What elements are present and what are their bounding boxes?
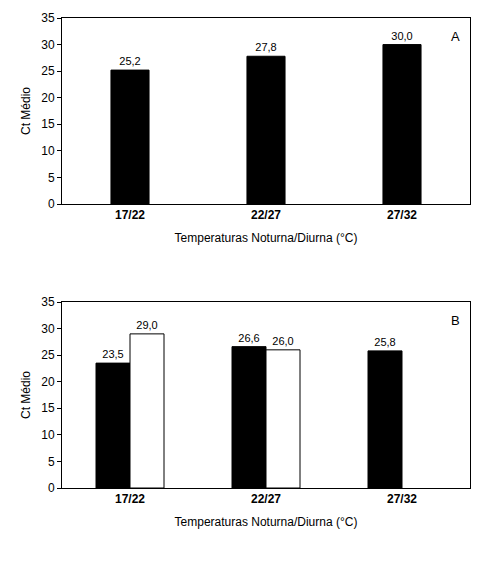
svg-text:A: A xyxy=(451,29,460,44)
svg-text:25: 25 xyxy=(41,64,55,78)
svg-text:17/22: 17/22 xyxy=(115,492,145,506)
svg-text:B: B xyxy=(451,313,460,328)
svg-text:30,0: 30,0 xyxy=(391,30,412,42)
svg-text:29,0: 29,0 xyxy=(136,319,157,331)
svg-text:5: 5 xyxy=(48,171,55,185)
svg-text:0: 0 xyxy=(48,197,55,211)
svg-text:22/27: 22/27 xyxy=(251,208,281,222)
svg-text:26,0: 26,0 xyxy=(272,335,293,347)
svg-text:Ct Médio: Ct Médio xyxy=(19,87,33,135)
svg-text:5: 5 xyxy=(48,455,55,469)
svg-text:25: 25 xyxy=(41,348,55,362)
svg-text:Ct Médio: Ct Médio xyxy=(19,371,33,419)
svg-text:30: 30 xyxy=(41,322,55,336)
svg-text:35: 35 xyxy=(41,11,55,25)
svg-text:25,8: 25,8 xyxy=(374,336,395,348)
svg-text:10: 10 xyxy=(41,428,55,442)
svg-text:22/27: 22/27 xyxy=(251,492,281,506)
svg-text:20: 20 xyxy=(41,91,55,105)
svg-text:10: 10 xyxy=(41,144,55,158)
svg-text:27/32: 27/32 xyxy=(387,208,417,222)
svg-text:Temperaturas Noturna/Diurna (°: Temperaturas Noturna/Diurna (°C) xyxy=(175,231,358,245)
svg-text:30: 30 xyxy=(41,38,55,52)
svg-text:0: 0 xyxy=(48,481,55,495)
svg-text:20: 20 xyxy=(41,375,55,389)
svg-text:35: 35 xyxy=(41,295,55,309)
svg-text:17/22: 17/22 xyxy=(115,208,145,222)
svg-text:26,6: 26,6 xyxy=(238,332,259,344)
svg-text:15: 15 xyxy=(41,117,55,131)
svg-text:25,2: 25,2 xyxy=(119,55,140,67)
svg-text:23,5: 23,5 xyxy=(102,348,123,360)
svg-text:15: 15 xyxy=(41,401,55,415)
svg-text:27,8: 27,8 xyxy=(255,41,276,53)
svg-text:Temperaturas Noturna/Diurna (°: Temperaturas Noturna/Diurna (°C) xyxy=(175,515,358,529)
svg-text:27/32: 27/32 xyxy=(387,492,417,506)
